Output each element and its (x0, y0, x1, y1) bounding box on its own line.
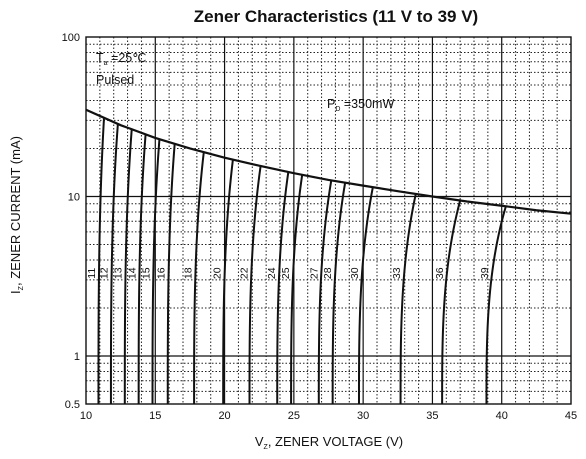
curve-label-16: 16 (156, 267, 168, 279)
ambient-temperature-label: Ta =25℃ (96, 51, 146, 67)
y-tick-label: 10 (68, 191, 80, 203)
curve-label-12: 12 (99, 267, 111, 279)
curve-label-20: 20 (212, 267, 224, 279)
curve-label-36: 36 (434, 267, 446, 279)
y-axis-label-subscript: Z (18, 285, 25, 290)
curve-label-28: 28 (322, 267, 334, 279)
curve-label-24: 24 (266, 267, 278, 279)
zener-curve-28 (331, 182, 347, 404)
x-tick-label: 30 (357, 410, 369, 422)
y-tick-label: 100 (62, 32, 80, 44)
power-dissipation-subscript: D (335, 106, 340, 113)
power-limit-layer (85, 108, 572, 215)
x-axis-label-rest: , ZENER VOLTAGE (V) (268, 434, 403, 449)
curve-label-30: 30 (349, 267, 361, 279)
zener-curve-13 (123, 129, 133, 404)
x-tick-label: 35 (426, 410, 438, 422)
zener-curve-14 (137, 134, 147, 404)
y-tick-label: 0.5 (65, 399, 80, 411)
power-dissipation-label: PD =350mW (327, 97, 394, 113)
x-tick-label: 15 (149, 410, 161, 422)
x-axis-label-main: V (255, 434, 264, 449)
x-tick-label: 40 (496, 410, 508, 422)
curve-label-18: 18 (182, 267, 194, 279)
zener-curve-16 (166, 143, 176, 404)
y-axis-label-rest: , ZENER CURRENT (mA) (8, 136, 23, 286)
zener-curve-25 (290, 174, 304, 404)
zener-curve-33 (399, 193, 417, 404)
curve-label-27: 27 (308, 267, 320, 279)
zener-curve-18 (193, 152, 205, 404)
x-axis-label: VZ, ZENER VOLTAGE (V) (255, 434, 403, 451)
zener-curve-15 (151, 139, 161, 404)
grid-layer (86, 37, 571, 404)
x-tick-label: 20 (218, 410, 230, 422)
axis-layer: 10 15 20 25 30 35 40 45 0.5 1 10 100 (62, 32, 577, 422)
annotation-layer: Ta =25℃ Pulsed PD =350mW (96, 51, 394, 113)
x-tick-label: 45 (565, 410, 577, 422)
curve-label-14: 14 (126, 267, 138, 279)
x-tick-label: 10 (80, 410, 92, 422)
ambient-temperature-subscript: a (104, 60, 108, 67)
zener-curves-layer (97, 117, 507, 404)
power-dissipation-main: P (327, 97, 335, 111)
curve-labels-layer: 11 12 13 14 15 16 18 20 22 24 25 27 28 30 33 36 39 (86, 267, 491, 279)
curve-label-39: 39 (479, 267, 491, 279)
zener-curve-36 (441, 200, 462, 404)
y-axis-label-main: I (8, 290, 23, 294)
pulsed-label: Pulsed (96, 73, 134, 87)
zener-curve-20 (222, 159, 234, 404)
curve-label-33: 33 (391, 267, 403, 279)
chart-title: Zener Characteristics (11 V to 39 V) (194, 7, 478, 26)
zener-curve-30 (357, 186, 374, 404)
curve-label-15: 15 (140, 267, 152, 279)
curve-label-13: 13 (113, 267, 125, 279)
zener-curve-22 (248, 165, 262, 404)
ambient-temperature-value: =25℃ (108, 51, 147, 65)
y-tick-label: 1 (74, 351, 80, 363)
x-axis-label-subscript: Z (264, 444, 269, 451)
zener-curve-27 (317, 180, 333, 404)
zener-curve-39 (485, 206, 507, 404)
power-limit-curve (85, 108, 572, 215)
plot-frame (85, 36, 572, 405)
ambient-temperature-main: T (96, 51, 104, 65)
zener-curve-24 (276, 171, 290, 404)
curve-label-22: 22 (238, 267, 250, 279)
curve-label-25: 25 (280, 267, 292, 279)
curve-label-11: 11 (86, 268, 98, 279)
zener-curve-11 (97, 117, 106, 404)
y-axis-label: IZ, ZENER CURRENT (mA) (8, 136, 25, 294)
power-dissipation-value: =350mW (340, 97, 394, 111)
zener-curve-12 (109, 123, 119, 404)
x-tick-label: 25 (288, 410, 300, 422)
